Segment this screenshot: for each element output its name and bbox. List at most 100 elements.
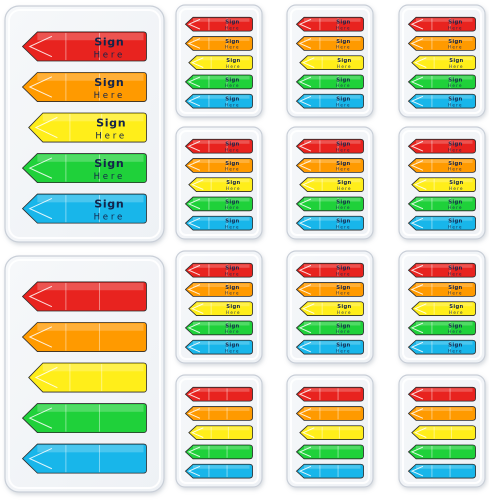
- flag-tab: [407, 93, 476, 109]
- flag-print-line1: Sign: [448, 323, 462, 329]
- flag-gloss: [416, 95, 473, 99]
- flag-tab: [295, 406, 364, 421]
- arrow-chevron-icon: [410, 76, 424, 88]
- flag-print-line1: Sign: [448, 39, 462, 45]
- tray-inner-rim: [402, 130, 482, 236]
- flag-print-line2: Here: [336, 205, 351, 210]
- flag-gloss: [416, 76, 473, 80]
- flag-tab: [21, 153, 147, 183]
- flag-tab: [21, 443, 147, 474]
- flag-gloss: [416, 283, 473, 287]
- flag-print-line2: Here: [225, 329, 240, 334]
- arrow-chevron-icon: [414, 303, 427, 314]
- arrow-chevron-icon: [187, 465, 201, 477]
- flag-tab: [188, 301, 253, 316]
- arrow-chevron-icon: [410, 217, 424, 229]
- arrow-chevron-icon: [298, 38, 312, 49]
- flag-tab: [184, 406, 253, 421]
- flag-print-line1: Sign: [225, 161, 239, 167]
- flag-print-line2: Here: [94, 91, 125, 101]
- flag-print-line2: Here: [225, 45, 240, 50]
- flag-tab: [407, 282, 476, 297]
- arrow-chevron-icon: [298, 408, 312, 419]
- flag-gloss: [42, 364, 144, 372]
- flag-print-line2: Here: [336, 329, 351, 334]
- tray-inner-rim: [290, 254, 370, 360]
- flag-tab: [407, 320, 476, 336]
- arrow-chevron-icon: [187, 388, 201, 400]
- arrow-chevron-icon: [298, 322, 312, 334]
- flag-print-line1: Sign: [226, 58, 240, 64]
- flag-print-line1: Sign: [336, 199, 350, 205]
- flag-gloss: [416, 264, 473, 268]
- flag-print-line1: Sign: [336, 343, 350, 349]
- arrow-chevron-icon: [187, 264, 201, 276]
- arrow-chevron-icon: [302, 57, 315, 68]
- flag-gloss: [193, 283, 250, 287]
- flag-print-line1: Sign: [449, 58, 463, 64]
- flag-print-line2: Here: [448, 271, 463, 276]
- flag-print-line1: Sign: [448, 266, 462, 272]
- flag-gloss: [37, 282, 144, 291]
- arrow-chevron-icon: [410, 140, 424, 152]
- flag-gloss: [37, 73, 144, 81]
- flag-print-line1: Sign: [448, 199, 462, 205]
- arrow-chevron-icon: [298, 95, 312, 107]
- flag-gloss: [304, 140, 361, 144]
- arrow-chevron-icon: [410, 284, 424, 295]
- flag-tab: [299, 177, 364, 192]
- flag-print-line2: Here: [336, 45, 351, 50]
- flag-print-line2: Here: [94, 213, 125, 223]
- flag-gloss: [304, 322, 361, 326]
- flag-gloss: [304, 341, 361, 345]
- flag-print-line2: Here: [448, 291, 463, 296]
- flag-tab: [407, 36, 476, 51]
- flag-print-line2: Here: [225, 271, 240, 276]
- flag-print-line1: Sign: [336, 97, 350, 103]
- arrow-chevron-icon: [414, 179, 427, 190]
- flag-print-line2: Here: [225, 205, 240, 210]
- flag-print-line1: Sign: [94, 35, 124, 48]
- flag-gloss: [193, 465, 250, 469]
- arrow-chevron-icon: [187, 217, 201, 229]
- arrow-chevron-icon: [298, 264, 312, 276]
- flag-print-line1: Sign: [337, 304, 351, 310]
- flag-print-line1: Sign: [96, 116, 126, 129]
- arrow-chevron-icon: [298, 18, 312, 30]
- flag-gloss: [416, 18, 473, 22]
- arrow-chevron-icon: [191, 179, 204, 190]
- flag-gloss: [416, 37, 473, 41]
- flag-print-line2: Here: [448, 102, 463, 107]
- flag-gloss: [42, 114, 144, 122]
- flag-tab: [407, 215, 476, 231]
- flag-tab: [21, 403, 147, 433]
- flag-print-line2: Here: [225, 224, 240, 229]
- flag-print-line1: Sign: [336, 142, 350, 148]
- arrow-chevron-icon: [302, 427, 315, 438]
- flag-tab: [184, 320, 253, 336]
- flag-print-line1: Sign: [225, 142, 239, 148]
- flag-tab: [21, 322, 147, 352]
- flag-gloss: [304, 465, 361, 469]
- flag-print-line2: Here: [225, 291, 240, 296]
- flag-print-line1: Sign: [336, 39, 350, 45]
- flag-print-line1: Sign: [448, 77, 462, 83]
- arrow-chevron-icon: [298, 198, 312, 210]
- flag-gloss: [193, 217, 250, 221]
- flag-print-line2: Here: [448, 45, 463, 50]
- flag-gloss: [416, 446, 473, 450]
- flag-tab: [184, 196, 253, 212]
- flag-pack: [286, 374, 374, 488]
- flag-print-line1: Sign: [337, 180, 351, 186]
- flag-gloss: [416, 465, 473, 469]
- flag-tab: [407, 138, 476, 154]
- arrow-chevron-icon: [187, 95, 201, 107]
- arrow-chevron-icon: [187, 408, 201, 419]
- flag-print-line1: Sign: [449, 180, 463, 186]
